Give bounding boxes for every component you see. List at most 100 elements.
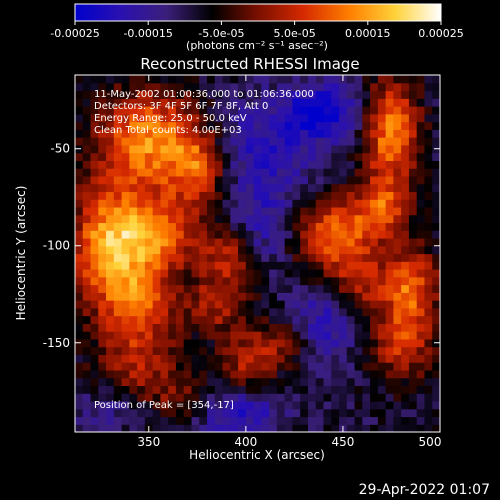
heatmap-cell	[238, 416, 247, 425]
heatmap-cell	[354, 137, 363, 146]
heatmap-cell	[245, 292, 255, 301]
heatmap-cell	[175, 90, 185, 99]
heatmap-cell	[401, 206, 410, 216]
heatmap-cell	[284, 400, 294, 410]
heatmap-cell	[261, 113, 270, 123]
heatmap-cell	[307, 175, 317, 185]
heatmap-cell	[346, 354, 356, 363]
heatmap-cell	[113, 276, 123, 286]
heatmap-cell	[230, 129, 239, 138]
heatmap-cell	[207, 245, 216, 255]
heatmap-cell	[315, 416, 325, 425]
heatmap-cell	[323, 408, 332, 418]
heatmap-cell	[183, 199, 193, 208]
heatmap-cell	[75, 175, 84, 185]
heatmap-cell	[175, 346, 185, 355]
heatmap-cell	[191, 90, 200, 99]
heatmap-cell	[300, 245, 309, 255]
heatmap-cell	[408, 144, 418, 154]
heatmap-cell	[323, 416, 332, 425]
heatmap-cell	[160, 261, 169, 270]
heatmap-cell	[168, 90, 177, 99]
heatmap-cell	[284, 315, 294, 324]
heatmap-cell	[292, 230, 301, 239]
heatmap-cell	[75, 315, 84, 324]
heatmap-cell	[424, 183, 433, 193]
heatmap-cell	[416, 113, 426, 123]
heatmap-cell	[191, 253, 200, 262]
heatmap-cell	[370, 121, 379, 130]
heatmap-cell	[121, 323, 130, 332]
heatmap-cell	[331, 75, 340, 84]
heatmap-cell	[82, 245, 92, 255]
heatmap-cell	[207, 82, 216, 92]
heatmap-cell	[175, 113, 185, 123]
heatmap-cell	[416, 416, 426, 425]
heatmap-cell	[121, 121, 130, 130]
heatmap-cell	[269, 253, 278, 262]
heatmap-cell	[269, 323, 278, 332]
heatmap-cell	[245, 307, 255, 317]
heatmap-cell	[183, 253, 193, 262]
heatmap-cell	[90, 121, 99, 130]
heatmap-cell	[144, 137, 154, 146]
heatmap-cell	[385, 75, 395, 84]
heatmap-cell	[307, 408, 317, 418]
heatmap-cell	[230, 144, 239, 154]
heatmap-cell	[106, 230, 115, 239]
heatmap-cell	[284, 284, 294, 293]
heatmap-cell	[129, 377, 138, 387]
heatmap-cell	[284, 331, 294, 340]
heatmap-cell	[315, 214, 325, 224]
heatmap-cell	[346, 183, 356, 193]
heatmap-cell	[183, 245, 193, 255]
heatmap-cell	[300, 214, 309, 224]
heatmap-cell	[207, 175, 216, 185]
heatmap-cell	[377, 377, 387, 387]
heatmap-cell	[393, 261, 402, 270]
heatmap-cell	[222, 269, 231, 278]
heatmap-cell	[307, 385, 317, 394]
heatmap-cell	[385, 168, 395, 177]
heatmap-cell	[276, 214, 286, 224]
heatmap-cell	[183, 269, 193, 278]
heatmap-cell	[90, 82, 99, 92]
heatmap-cell	[106, 214, 115, 224]
heatmap-cell	[385, 113, 395, 123]
heatmap-cell	[245, 230, 255, 239]
heatmap-cell	[253, 113, 262, 123]
heatmap-cell	[276, 253, 286, 262]
heatmap-cell	[276, 168, 286, 177]
heatmap-cell	[238, 75, 247, 84]
heatmap-cell	[269, 346, 278, 355]
heatmap-cell	[144, 121, 154, 130]
heatmap-cell	[432, 416, 440, 425]
heatmap-cell	[230, 98, 239, 107]
heatmap-cell	[230, 362, 239, 371]
heatmap-cell	[323, 276, 332, 286]
heatmap-cell	[377, 90, 387, 99]
heatmap-cell	[339, 284, 348, 293]
heatmap-cell	[432, 292, 440, 301]
heatmap-cell	[238, 129, 247, 138]
heatmap-cell	[269, 284, 278, 293]
heatmap-cell	[129, 276, 138, 286]
heatmap-cell	[98, 424, 107, 432]
heatmap-cell	[90, 183, 99, 193]
heatmap-cell	[339, 222, 348, 231]
heatmap-cell	[129, 393, 138, 402]
heatmap-cell	[238, 230, 247, 239]
heatmap-cell	[75, 106, 84, 115]
heatmap-cell	[230, 416, 239, 425]
heatmap-cell	[261, 393, 270, 402]
heatmap-cell	[408, 245, 418, 255]
heatmap-cell	[183, 307, 193, 317]
heatmap-cell	[113, 408, 123, 418]
heatmap-cell	[307, 276, 317, 286]
heatmap-cell	[160, 137, 169, 146]
heatmap-cell	[160, 90, 169, 99]
heatmap-cell	[315, 346, 325, 355]
heatmap-cell	[175, 137, 185, 146]
heatmap-cell	[222, 307, 231, 317]
heatmap-cell	[370, 237, 379, 247]
